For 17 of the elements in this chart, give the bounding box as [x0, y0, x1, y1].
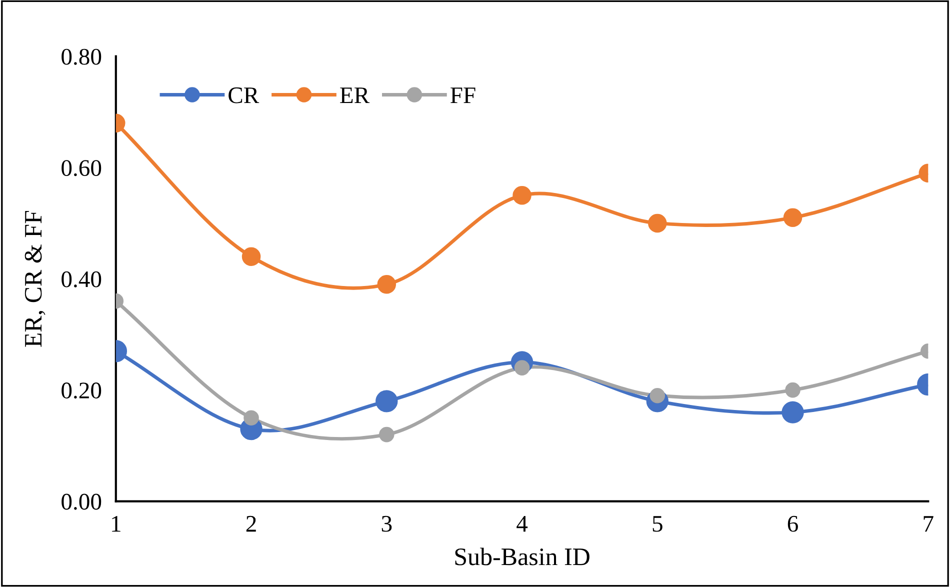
legend-label: ER: [340, 88, 370, 104]
legend-label: FF: [450, 88, 476, 104]
y-tick-label: 0.20: [62, 382, 102, 399]
x-tick-label: 2: [246, 516, 256, 532]
x-axis-title: Sub-Basin ID: [455, 548, 590, 566]
x-tick-label: 5: [652, 516, 662, 532]
y-tick-label: 0.80: [62, 48, 102, 65]
legend-label: CR: [228, 87, 260, 104]
x-tick-label: 1: [112, 516, 120, 532]
y-tick-label: 0.00: [62, 494, 102, 510]
x-tick-label: 7: [924, 516, 934, 532]
x-tick-label: 3: [382, 516, 392, 532]
x-tick-label: 4: [516, 516, 528, 532]
y-tick-label: 0.60: [62, 160, 102, 176]
y-axis-title: ER, CR & FF: [24, 210, 46, 347]
x-tick-label: 6: [788, 516, 798, 532]
y-tick-label: 0.40: [62, 271, 102, 288]
